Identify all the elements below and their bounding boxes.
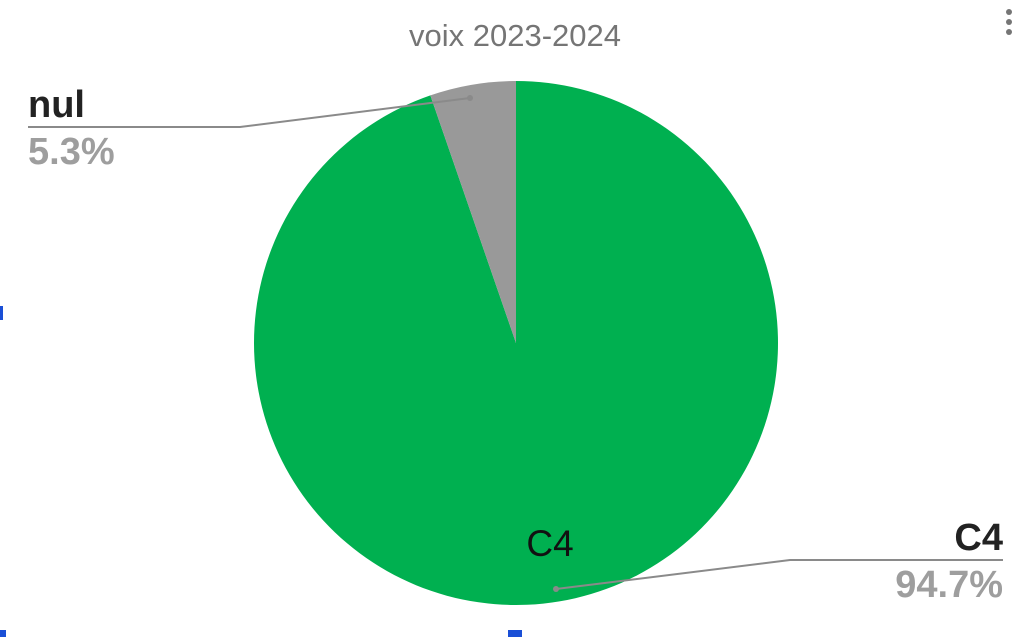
- callout-label-c4: C4: [954, 517, 1003, 559]
- callout-label-nul: nul: [28, 84, 85, 126]
- menu-dot: [1006, 19, 1012, 25]
- callout-percent-c4: 94.7%: [895, 564, 1003, 606]
- callout-dot-c4: [553, 586, 559, 592]
- callout-percent-nul: 5.3%: [28, 131, 115, 173]
- more-options-icon[interactable]: [998, 4, 1020, 40]
- edge-marker: [508, 630, 522, 637]
- edge-marker: [0, 630, 6, 637]
- chart-title: voix 2023-2024: [409, 18, 621, 53]
- callout-line-nul: [28, 97, 471, 128]
- slice-inside-label-c4: C4: [526, 523, 573, 564]
- edge-marker: [0, 306, 3, 320]
- pie-slice-nul[interactable]: [430, 81, 516, 343]
- callout-dot-nul: [467, 95, 473, 101]
- menu-dot: [1006, 9, 1012, 15]
- pie-slices: [253, 81, 778, 605]
- callout-line-c4: [555, 559, 1003, 590]
- menu-dot: [1006, 29, 1012, 35]
